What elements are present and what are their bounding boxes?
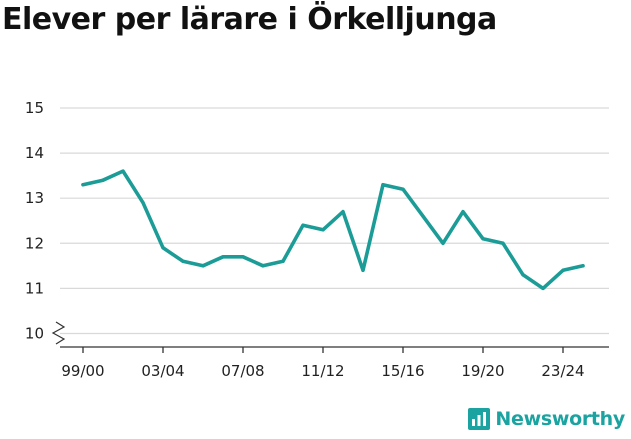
data-point	[181, 259, 185, 263]
data-point	[161, 246, 165, 250]
data-point	[81, 183, 85, 187]
gridlines	[60, 107, 609, 335]
data-point	[581, 264, 585, 268]
x-tick-label: 11/12	[301, 362, 344, 380]
axis-break-icon	[51, 321, 66, 345]
y-tick-label: 12	[25, 234, 44, 252]
y-tick-label: 13	[25, 189, 44, 207]
data-point	[421, 214, 425, 218]
line-chart: 10 11 12 13 14 15 99/00 03/04 07/08 11/12 15/16 19…	[25, 99, 609, 380]
x-tick-label: 07/08	[221, 362, 264, 380]
data-point	[121, 169, 125, 173]
y-tick-label: 11	[25, 279, 44, 297]
data-point	[101, 178, 105, 182]
data-point	[361, 268, 365, 272]
x-axis: 99/00 03/04 07/08 11/12 15/16 19/20 23/24	[51, 321, 609, 380]
chart-title: Elever per lärare i Örkelljunga	[2, 2, 497, 37]
data-point	[521, 273, 525, 277]
data-point	[221, 255, 225, 259]
data-point	[561, 268, 565, 272]
data-point	[381, 183, 385, 187]
data-point	[541, 286, 545, 290]
data-point	[501, 241, 505, 245]
data-point	[341, 210, 345, 214]
x-tick-label: 99/00	[61, 362, 104, 380]
data-point	[201, 264, 205, 268]
data-point	[401, 187, 405, 191]
data-point	[301, 223, 305, 227]
data-point	[441, 241, 445, 245]
data-point	[261, 264, 265, 268]
y-axis-ticks: 10 11 12 13 14 15	[25, 99, 44, 342]
x-tick-label: 19/20	[461, 362, 504, 380]
y-tick-label: 15	[25, 99, 44, 117]
series-layer	[81, 169, 585, 291]
data-point	[281, 259, 285, 263]
x-tick-label: 23/24	[541, 362, 584, 380]
brand-badge: Newsworthy	[468, 408, 625, 430]
data-point	[481, 237, 485, 241]
data-point	[241, 255, 245, 259]
y-tick-label: 14	[25, 144, 44, 162]
x-tick-label: 15/16	[381, 362, 424, 380]
newsworthy-logo-icon	[468, 408, 491, 430]
data-point	[321, 228, 325, 232]
data-point	[141, 201, 145, 205]
brand-name: Newsworthy	[495, 408, 625, 430]
data-point	[461, 210, 465, 214]
x-tick-label: 03/04	[141, 362, 184, 380]
y-tick-label: 10	[25, 324, 44, 342]
series-line	[81, 169, 585, 291]
